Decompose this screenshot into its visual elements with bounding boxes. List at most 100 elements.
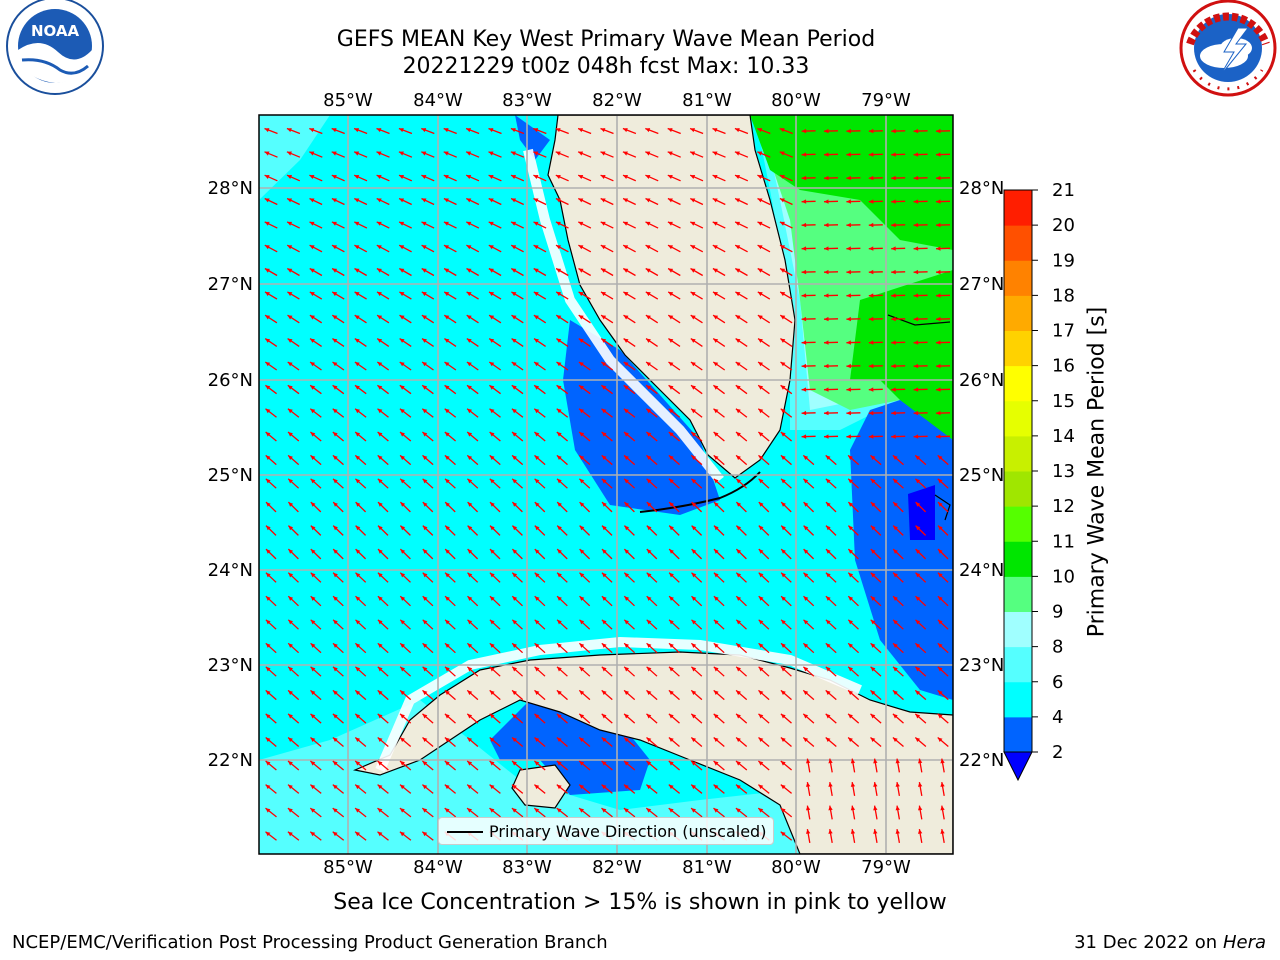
wave-direction-arrowhead	[309, 128, 315, 133]
wave-direction-arrowhead	[400, 690, 405, 695]
wave-direction-arrowhead	[868, 152, 874, 157]
wave-direction-arrowhead	[466, 245, 472, 250]
wave-direction-arrowhead	[891, 293, 896, 298]
wave-direction-arrowhead	[601, 408, 607, 414]
wave-direction-arrowhead	[489, 619, 495, 625]
wave-direction-arrowhead	[712, 128, 718, 133]
wave-direction-arrowhead	[713, 385, 719, 390]
wave-direction-arrowhead	[803, 502, 809, 507]
wave-direction-arrowhead	[736, 784, 741, 790]
wave-direction-arrowhead	[288, 478, 293, 484]
wave-direction-arrowhead	[913, 340, 919, 345]
wave-direction-arrowhead	[310, 432, 316, 437]
wave-direction-arrowhead	[489, 737, 495, 742]
wave-direction-arrowhead	[287, 385, 293, 390]
wave-direction-arrowhead	[309, 151, 315, 156]
wave-direction-arrowhead	[780, 245, 785, 250]
wave-direction-arrowhead	[310, 596, 316, 601]
wave-direction-arrowhead	[712, 175, 718, 179]
wave-direction-arrowhead	[467, 385, 472, 390]
wave-direction-arrowhead	[646, 455, 652, 460]
wave-direction-arrowhead	[287, 831, 293, 837]
wave-direction-arrowhead	[556, 362, 562, 367]
wave-direction-arrowhead	[623, 245, 629, 250]
bottom-lon-label: 83°W	[502, 857, 552, 878]
wave-direction-arrowhead	[758, 525, 764, 531]
top-lon-label: 85°W	[323, 90, 373, 111]
wave-direction-arrowhead	[870, 619, 876, 625]
wave-direction-arrowhead	[288, 432, 293, 437]
wave-direction-arrowhead	[646, 408, 652, 414]
wave-direction-arrowhead	[534, 784, 540, 790]
wave-direction-arrowhead	[758, 808, 764, 813]
colorbar-tick-label: 11	[1052, 531, 1075, 552]
wave-direction-arrowhead	[265, 619, 271, 625]
wave-direction-arrowhead	[288, 690, 293, 695]
wave-direction-arrowhead	[848, 619, 853, 625]
wave-direction-arrowhead	[779, 221, 785, 226]
wave-direction-arrowhead	[646, 338, 651, 343]
wave-direction-arrowhead	[734, 151, 740, 156]
wave-direction-arrowhead	[913, 128, 919, 134]
wave-direction-arrowhead	[355, 737, 361, 742]
wave-direction-arrowhead	[467, 784, 472, 790]
wave-direction-arrowhead	[444, 713, 450, 719]
wave-direction-arrowhead	[713, 572, 719, 578]
wave-direction-arrowhead	[892, 713, 898, 719]
wave-direction-arrowhead	[376, 245, 382, 250]
wave-direction-arrowhead	[555, 198, 561, 203]
wave-direction-arrowhead	[757, 175, 763, 179]
wave-direction-arrowhead	[512, 478, 517, 484]
colorbar-tick-label: 4	[1052, 707, 1063, 728]
wave-direction-arrowhead	[309, 245, 315, 250]
wave-direction-arrowhead	[645, 175, 651, 179]
wave-direction-arrowhead	[758, 338, 763, 343]
wave-direction-arrowhead	[828, 829, 833, 834]
wave-direction-arrowhead	[850, 829, 856, 834]
wave-direction-arrowhead	[399, 198, 405, 203]
wave-direction-arrowhead	[287, 198, 293, 203]
wave-direction-arrowhead	[623, 338, 629, 343]
wave-direction-arrowhead	[400, 643, 405, 648]
wave-direction-arrowhead	[555, 221, 561, 226]
wave-direction-arrowhead	[646, 761, 652, 766]
region-period-2-4-west-florida	[563, 320, 720, 515]
wave-direction-arrowhead	[601, 713, 607, 719]
wave-direction-arrowhead	[781, 525, 786, 531]
wave-direction-arrowhead	[579, 713, 585, 719]
wave-direction-arrowhead	[780, 338, 786, 343]
wave-direction-arrowhead	[579, 408, 584, 414]
wave-direction-arrowhead	[578, 198, 584, 203]
wave-direction-arrowhead	[310, 408, 316, 414]
wave-direction-arrowhead	[713, 808, 719, 813]
wave-direction-arrowhead	[913, 316, 919, 322]
wave-direction-arrowhead	[333, 572, 338, 578]
wave-direction-arrowhead	[511, 338, 517, 343]
wave-direction-arrowhead	[355, 690, 361, 695]
wave-direction-arrowhead	[467, 737, 473, 742]
wave-direction-arrowhead	[466, 362, 472, 367]
wave-direction-arrowhead	[466, 151, 472, 156]
wave-direction-arrowhead	[600, 221, 606, 226]
wave-direction-arrowhead	[758, 455, 764, 460]
wave-direction-arrowhead	[355, 619, 361, 625]
wave-direction-arrowhead	[332, 362, 338, 367]
wave-direction-arrowhead	[758, 572, 764, 578]
wave-direction-arrowhead	[288, 737, 293, 742]
wave-direction-arrowhead	[445, 619, 450, 625]
wave-direction-arrowhead	[623, 198, 629, 203]
wave-direction-arrowhead	[445, 525, 450, 531]
wave-direction-arrowhead	[399, 291, 405, 297]
wave-direction-arrowhead	[556, 784, 562, 790]
wave-direction-arrowhead	[915, 690, 921, 695]
wave-direction-arrowhead	[736, 690, 741, 695]
wave-direction-arrowhead	[913, 363, 919, 369]
wave-direction-arrowhead	[713, 362, 719, 367]
wave-direction-arrowhead	[646, 737, 652, 742]
wave-direction-arrowhead	[444, 268, 450, 273]
wave-direction-arrowhead	[601, 455, 607, 460]
wave-direction-arrowhead	[264, 221, 270, 226]
wave-direction-arrowhead	[533, 245, 539, 250]
wave-direction-arrowhead	[534, 572, 540, 578]
